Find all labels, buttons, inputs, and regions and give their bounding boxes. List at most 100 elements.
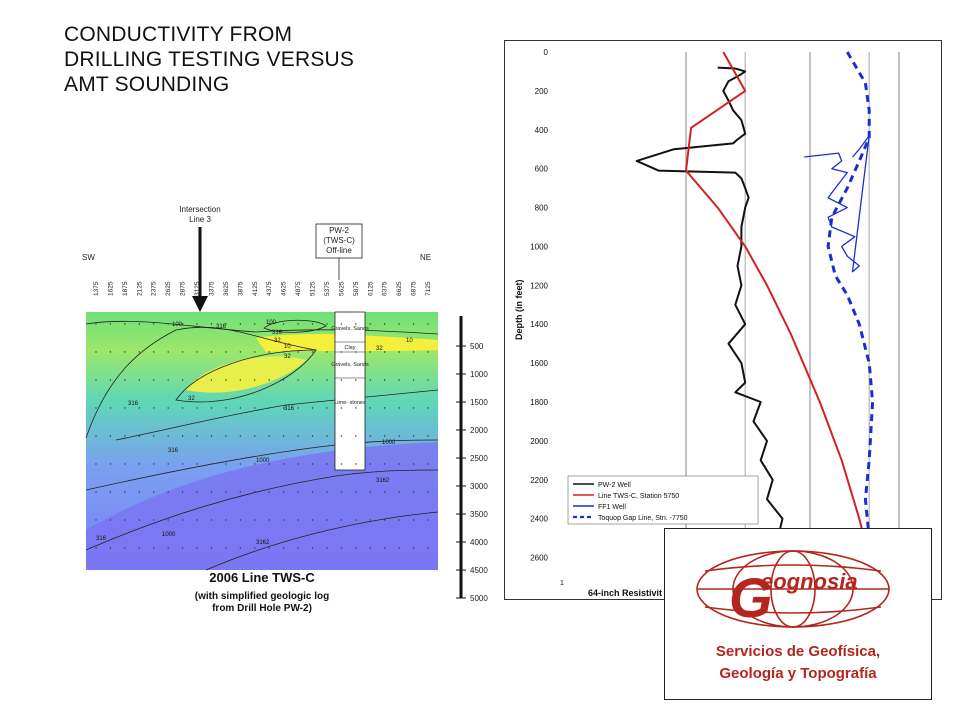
well-label-2: (TWS-C) [323, 236, 355, 245]
contour-label: 32 [284, 354, 291, 360]
series-line [826, 51, 875, 539]
intersection-label-2: Line 3 [189, 215, 211, 224]
depth-tick-label: 2000 [470, 426, 488, 435]
contour-label: 3162 [376, 478, 390, 484]
depth-tick-label: 3000 [470, 482, 488, 491]
conductive-lens [186, 356, 306, 393]
depth-scale-ticks: 500 1000 1500 2000 2500 3000 3500 4000 4500 5000 [456, 342, 488, 603]
caption-sub-1: (with simplified geologic log [194, 591, 330, 602]
station-label: 4625 [281, 281, 288, 296]
log-unit-1: Gravels, Sands [331, 326, 369, 332]
station-label: 3375 [208, 281, 215, 296]
brand-initial: G [729, 566, 773, 629]
depth-tick-label: 1000 [470, 370, 488, 379]
log-unit-2: Clay [344, 345, 355, 351]
slide-title: CONDUCTIVITY FROM DRILLING TESTING VERSU… [64, 22, 424, 97]
contour-label: 316 [168, 448, 179, 454]
contour-label: 3162 [256, 540, 270, 546]
intersection-arrowhead [192, 296, 208, 312]
contour-label: 1000 [162, 532, 176, 538]
tagline-1: Servicios de Geofísica, [715, 643, 881, 660]
station-label: 4875 [295, 281, 302, 296]
series-line [685, 51, 871, 558]
depth-tick-label: 2500 [470, 454, 488, 463]
station-label: 5875 [353, 281, 360, 296]
y-tick-label: 1200 [530, 281, 548, 290]
station-label: 6875 [411, 281, 418, 296]
title-line-2: DRILLING TESTING VERSUS [64, 48, 355, 71]
y-tick-label: 800 [535, 204, 549, 213]
station-label: 5125 [310, 281, 317, 296]
y-tick-label: 200 [535, 87, 549, 96]
station-label: 2875 [180, 281, 187, 296]
vertical-gridlines [685, 52, 900, 577]
title-line-1: CONDUCTIVITY FROM [64, 23, 293, 46]
y-tick-label: 1000 [530, 242, 548, 251]
y-tick-label: 1800 [530, 398, 548, 407]
legend-entry: Toquop Gap Line, Stn. -7750 [598, 515, 688, 522]
y-axis-label: Depth (in feet) [514, 280, 524, 341]
tagline-2: Geología y Topografía [719, 665, 877, 682]
contour-label: 10 [406, 338, 413, 344]
chart-legend: PW-2 Well Line TWS-C, Station 5750 FF1 Wel… [567, 475, 759, 525]
title-line-3: AMT SOUNDING [64, 73, 230, 96]
contour-label: 10 [284, 344, 291, 350]
depth-tick-label: 500 [470, 342, 484, 351]
y-tick-label: 1400 [530, 320, 548, 329]
log-unit-4: Lime- stones [334, 400, 366, 406]
depth-tick-label: 4500 [470, 566, 488, 575]
station-label: 2125 [136, 281, 143, 296]
globe-logo: G eognosia [696, 550, 890, 629]
station-label: 1375 [93, 281, 100, 296]
contour-label: 316 [284, 406, 295, 412]
station-label: 4125 [252, 281, 259, 296]
y-tick-label: 2400 [530, 515, 548, 524]
resistivity-depth-chart: 0 200 400 600 800 1000 1200 1400 1600 1800 2000 220… [504, 40, 942, 600]
section-caption: 2006 Line TWS-C (with simplified geologi… [172, 570, 352, 615]
sw-label: SW [82, 253, 95, 262]
well-label-3: Off-line [326, 246, 352, 255]
station-label: 6625 [396, 281, 403, 296]
contour-lines [85, 319, 439, 571]
station-label: 1875 [122, 281, 129, 296]
contour-label: 32 [188, 396, 195, 402]
legend-entry: Line TWS-C, Station 5750 [598, 493, 679, 500]
brand-text: eognosia [761, 569, 858, 594]
y-tick-label: 600 [535, 165, 549, 174]
contour-label: 32 [376, 346, 383, 352]
station-label: 3875 [237, 281, 244, 296]
geologic-log-column: Gravels, Sands Clay Gravels, Sands Lime-… [331, 311, 369, 471]
y-tick-label: 2600 [530, 554, 548, 563]
y-tick-label: 0 [544, 48, 549, 57]
contour-label: 1000 [256, 458, 270, 464]
station-label: 2625 [165, 281, 172, 296]
contour-label: 100 [266, 320, 277, 326]
x-tick-label: 1 [560, 580, 564, 587]
station-label: 4375 [266, 281, 273, 296]
logo-tagline: Servicios de Geofísica, Geología y Topog… [665, 641, 931, 685]
legend-entry: PW-2 Well [598, 482, 631, 489]
geognosia-logo-box: G eognosia Servicios de Geofísica, Geolo… [664, 528, 932, 700]
station-label: 6375 [382, 281, 389, 296]
station-label: 3625 [223, 281, 230, 296]
contour-label: 100 [172, 322, 183, 328]
contour-label: 316 [96, 536, 107, 542]
caption-sub-2: from Drill Hole PW-2) [212, 603, 312, 614]
ne-label: NE [420, 253, 431, 262]
y-tick-label: 1600 [530, 359, 548, 368]
chart-series [635, 51, 875, 558]
legend-box [567, 475, 759, 525]
y-tick-label: 2000 [530, 437, 548, 446]
contour-label: 316 [216, 324, 227, 330]
caption-title: 2006 Line TWS-C [209, 570, 315, 585]
station-label: 2375 [151, 281, 158, 296]
resistivity-cross-section: Intersection Line 3 PW-2 (TWS-C) Off-lin… [82, 205, 488, 603]
intersection-label-1: Intersection [179, 205, 220, 214]
x-axis-label: 64-inch Resistivit [588, 588, 662, 598]
contour-label: 316 [272, 330, 283, 336]
depth-tick-label: 1500 [470, 398, 488, 407]
station-label: 5625 [338, 281, 345, 296]
log-unit-3: Gravels, Sands [331, 362, 369, 368]
legend-entry: FF1 Well [598, 504, 626, 511]
depth-tick-label: 3500 [470, 510, 488, 519]
